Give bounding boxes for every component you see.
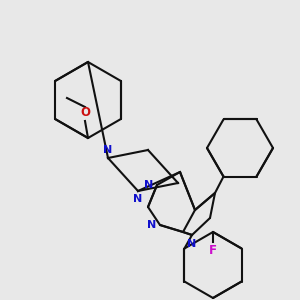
Text: F: F — [209, 244, 217, 256]
Text: O: O — [80, 106, 90, 119]
Text: N: N — [188, 239, 196, 249]
Text: N: N — [147, 220, 157, 230]
Text: N: N — [144, 180, 154, 190]
Text: N: N — [134, 194, 142, 204]
Text: N: N — [103, 145, 112, 155]
